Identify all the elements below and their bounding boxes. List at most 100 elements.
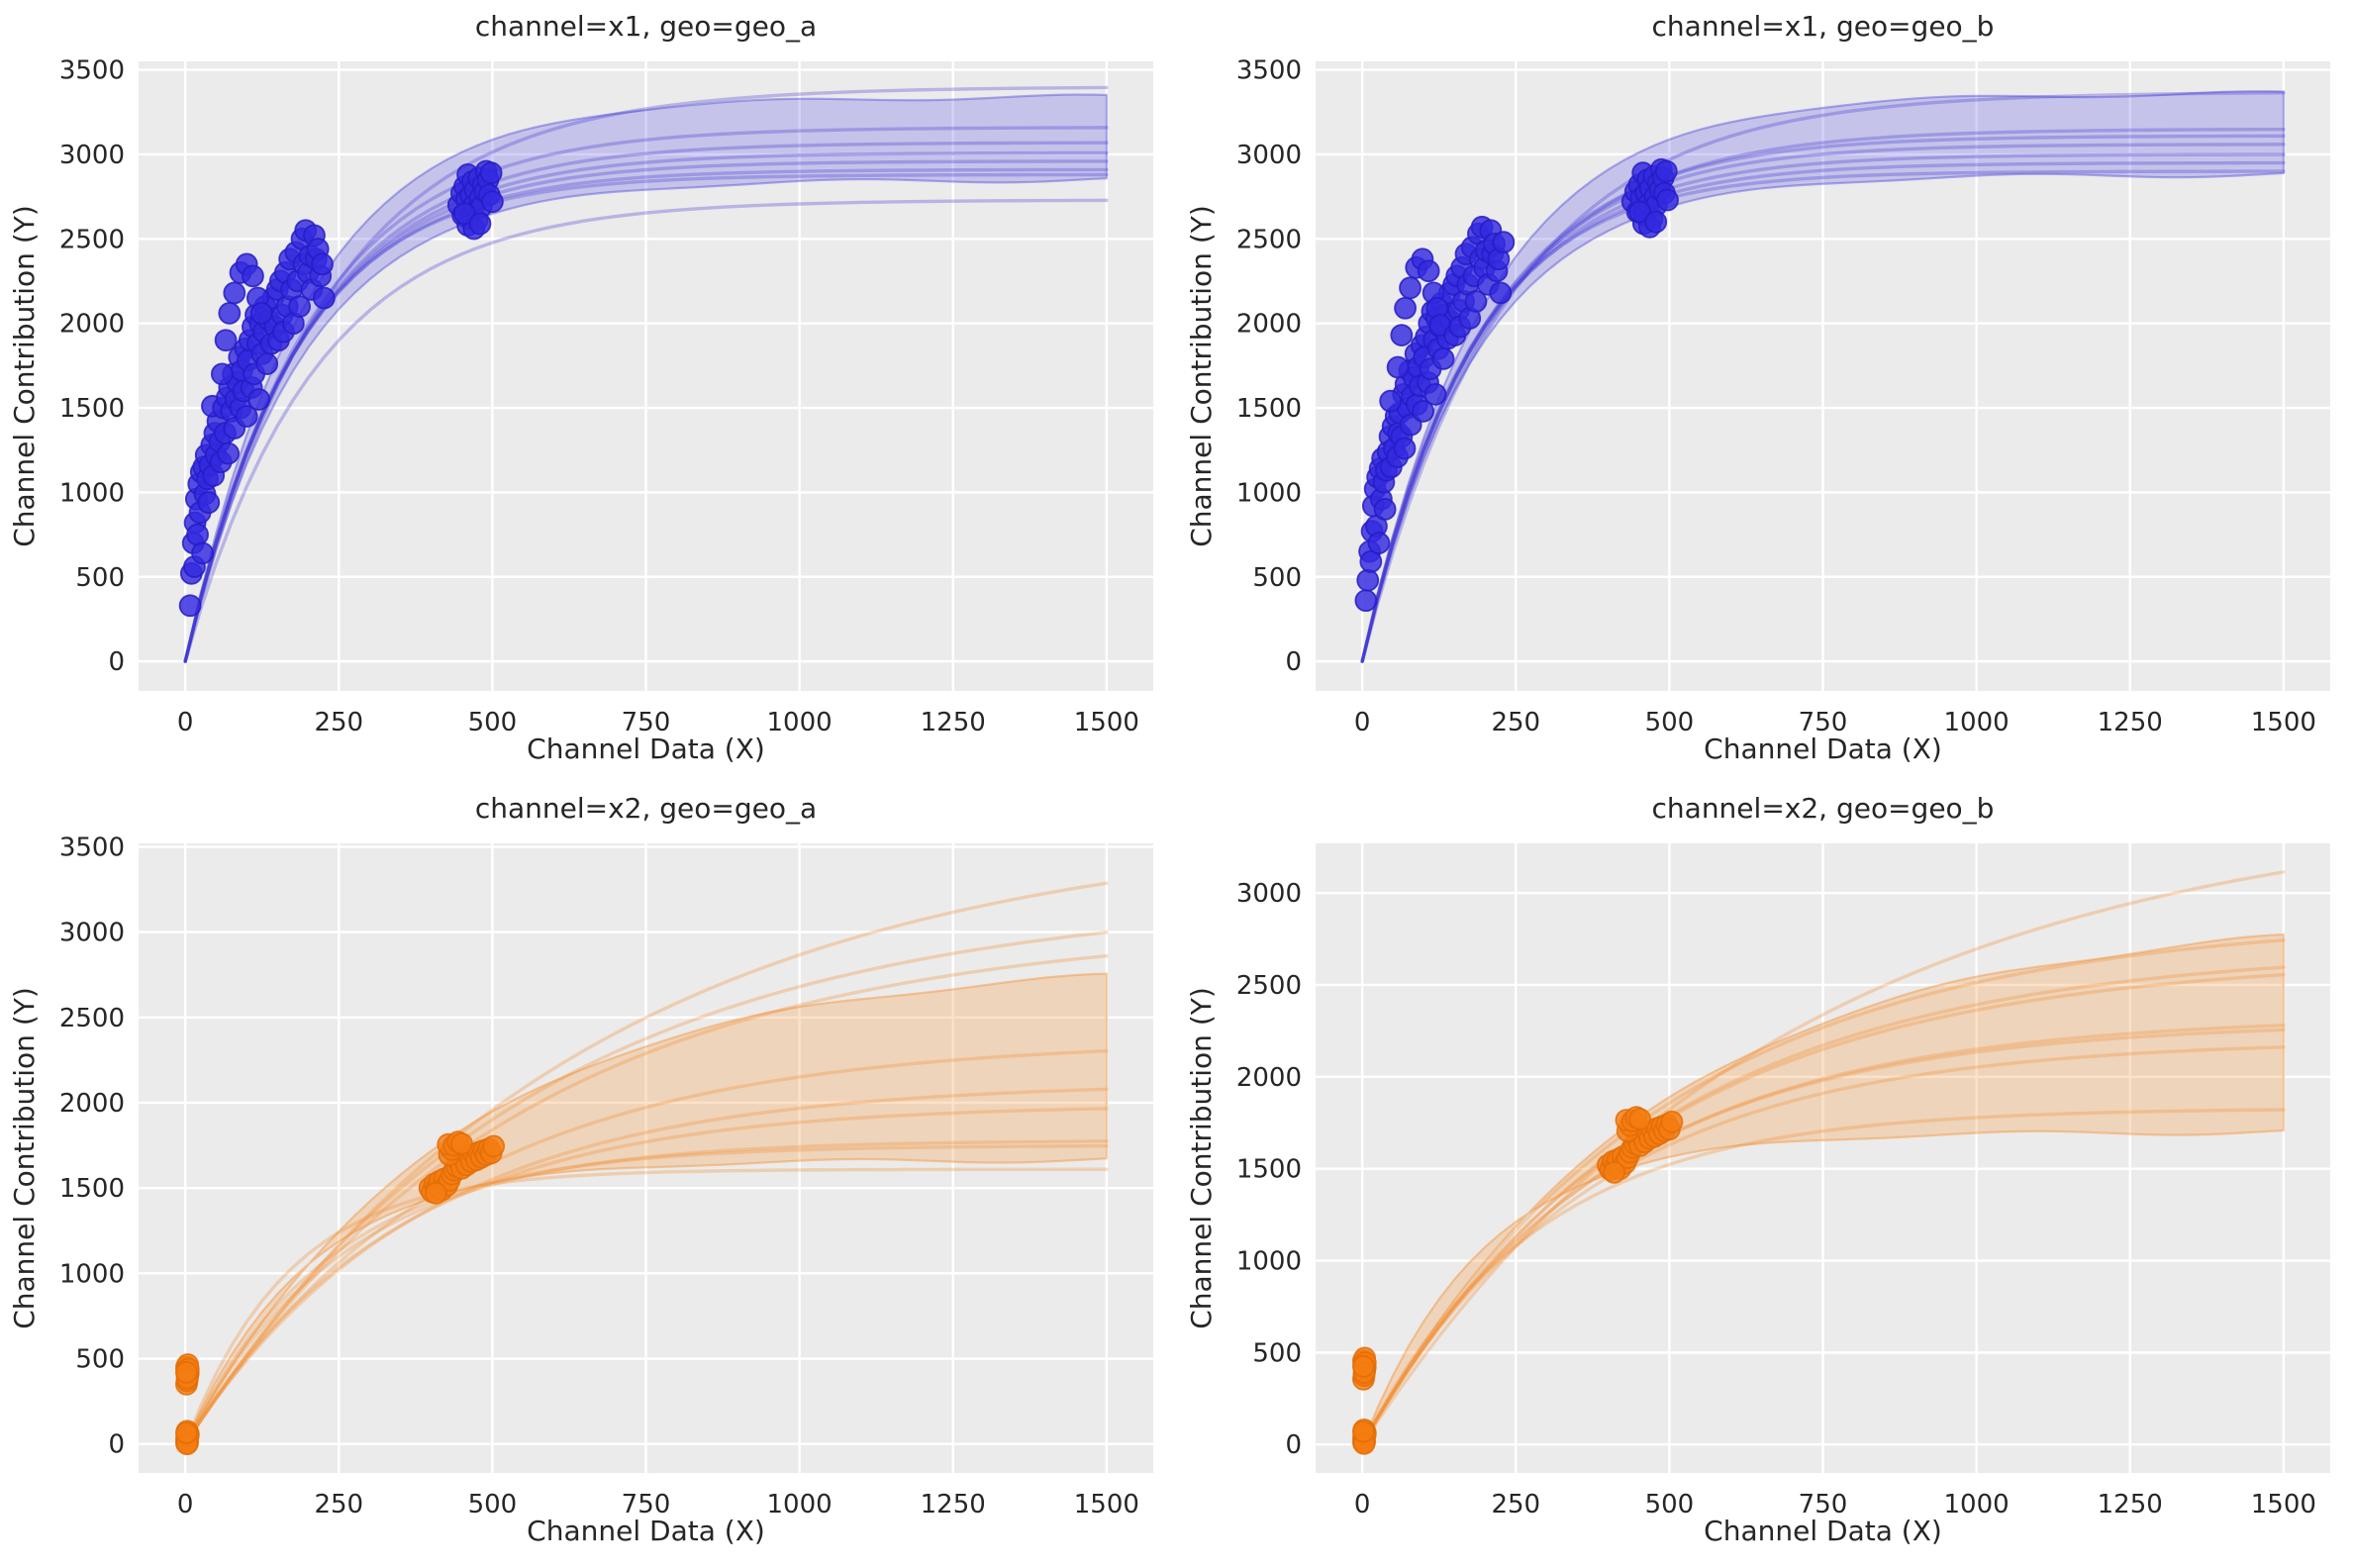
scatter-point — [1654, 159, 1678, 183]
y-tick-label: 1000 — [1236, 1247, 1302, 1277]
x-tick-label: 1000 — [767, 1490, 833, 1519]
x-tick-label: 1500 — [1074, 1490, 1139, 1519]
y-tick-label: 3000 — [59, 919, 125, 948]
scatter-point — [255, 352, 279, 376]
x-tick-label: 750 — [1799, 708, 1848, 737]
scatter-point — [1394, 296, 1417, 320]
subplot-title: channel=x2, geo=geo_b — [1652, 792, 1995, 825]
scatter-point — [197, 491, 221, 515]
posterior-sample-curve — [183, 931, 1109, 1446]
scatter-point — [217, 441, 240, 465]
y-tick-label: 2000 — [59, 1089, 125, 1119]
posterior-sample-curve — [183, 159, 1109, 663]
y-tick-label: 1000 — [1236, 478, 1302, 508]
posterior-sample-curve — [1360, 1108, 2286, 1446]
posterior-sample-curve — [1360, 160, 2286, 663]
x-tick-label: 0 — [1354, 1490, 1371, 1519]
x-tick-label: 0 — [177, 1490, 194, 1519]
scatter-point — [1386, 355, 1410, 379]
scatter-point — [311, 252, 334, 276]
x-axis-label: Channel Data (X) — [1704, 1515, 1942, 1547]
scatter-point — [247, 388, 271, 411]
x-tick-label: 1250 — [2098, 1490, 2163, 1519]
scatter-point — [210, 362, 234, 386]
y-tick-label: 0 — [108, 1430, 125, 1460]
posterior-sample-curve — [1360, 1024, 2286, 1446]
y-tick-label: 0 — [1285, 647, 1302, 677]
scatter-point — [1628, 1108, 1652, 1130]
posterior-sample-curve — [183, 1167, 1109, 1446]
posterior-sample-curve — [1360, 91, 2286, 663]
x-tick-label: 1500 — [2251, 708, 2316, 737]
scatter-point — [482, 1134, 506, 1158]
posterior-sample-curve — [183, 126, 1109, 663]
scatter-point — [249, 301, 273, 325]
scatter-point — [1390, 324, 1414, 346]
x-tick-label: 750 — [622, 1490, 671, 1519]
x-tick-label: 250 — [314, 1490, 363, 1519]
x-tick-label: 1000 — [767, 708, 833, 737]
scatter-point — [218, 301, 242, 325]
subplot-title: channel=x1, geo=geo_a — [475, 10, 817, 43]
scatter-point — [449, 1131, 473, 1155]
subplot-svg: 0 500 1000 1500 2000 2500 3000 3500 0 250 500 750 10… — [1185, 10, 2330, 765]
x-tick-label: 1250 — [921, 1490, 986, 1519]
scatter-point — [174, 1360, 198, 1384]
y-tick-label: 1500 — [1236, 1155, 1302, 1185]
x-axis-label: Channel Data (X) — [527, 733, 765, 765]
y-axis-label: Channel Contribution (Y) — [8, 987, 41, 1329]
scatter-point — [312, 286, 336, 310]
scatter-point — [1393, 437, 1417, 460]
posterior-sample-curve — [183, 1048, 1109, 1446]
scatter-point — [1412, 400, 1434, 423]
scatter-point — [479, 161, 503, 185]
y-tick-label: 2500 — [59, 225, 125, 254]
y-tick-label: 3500 — [1236, 56, 1302, 86]
y-tick-label: 1500 — [59, 394, 125, 424]
x-tick-label: 250 — [1491, 708, 1540, 737]
y-tick-label: 2500 — [59, 1004, 125, 1033]
scatter-point — [1603, 1160, 1625, 1184]
y-tick-label: 1500 — [59, 1174, 125, 1204]
y-tick-label: 2000 — [59, 310, 125, 340]
scatter-point — [1379, 389, 1403, 413]
scatter-point — [288, 295, 311, 318]
y-tick-label: 2000 — [1236, 310, 1302, 340]
scatter-point — [1373, 498, 1397, 521]
hdi-band — [1361, 932, 2285, 1445]
x-tick-label: 0 — [177, 708, 194, 737]
y-tick-label: 3000 — [59, 141, 125, 170]
scatter-point — [235, 405, 258, 428]
posterior-sample-curve — [183, 141, 1109, 663]
scatter-point — [453, 202, 476, 226]
x-axis-label: Channel Data (X) — [527, 1515, 765, 1547]
y-tick-label: 3000 — [1236, 141, 1302, 170]
subplot-channel-x2-geo-b: 0 500 1000 1500 2000 2500 3000 0 250 500 750 1000 12… — [1177, 782, 2354, 1564]
x-tick-label: 1000 — [1944, 708, 2010, 737]
scatter-point — [1489, 281, 1513, 305]
posterior-sample-curve — [1360, 127, 2286, 663]
y-tick-label: 500 — [75, 563, 125, 593]
posterior-sample-curve — [1360, 152, 2286, 663]
x-tick-label: 1500 — [1074, 708, 1139, 737]
scatter-point — [1351, 1354, 1375, 1378]
x-tick-label: 250 — [1491, 1490, 1540, 1519]
y-tick-label: 3500 — [59, 56, 125, 86]
y-tick-label: 3500 — [59, 833, 125, 862]
y-tick-label: 0 — [1285, 1430, 1302, 1460]
subplot-svg: 0 500 1000 1500 2000 2500 3000 0 250 500 750 1000 12… — [1185, 792, 2330, 1547]
posterior-sample-curve — [1360, 972, 2286, 1446]
scatter-point — [242, 264, 264, 288]
posterior-sample-curve — [1360, 1028, 2286, 1446]
subplot-channel-x1-geo-a: 0 500 1000 1500 2000 2500 3000 3500 0 250 500 750 10… — [0, 0, 1177, 782]
scatter-point — [214, 329, 238, 352]
y-tick-label: 2500 — [1236, 971, 1302, 1001]
x-tick-label: 750 — [1799, 1490, 1848, 1519]
scatter-point — [1660, 1110, 1684, 1133]
posterior-sample-curve — [183, 1139, 1109, 1446]
x-tick-label: 500 — [468, 708, 518, 737]
subplot-title: channel=x1, geo=geo_b — [1652, 10, 1995, 43]
posterior-sample-curve — [1360, 1045, 2286, 1446]
posterior-sample-curve — [183, 85, 1109, 663]
posterior-sample-curve — [183, 881, 1109, 1446]
